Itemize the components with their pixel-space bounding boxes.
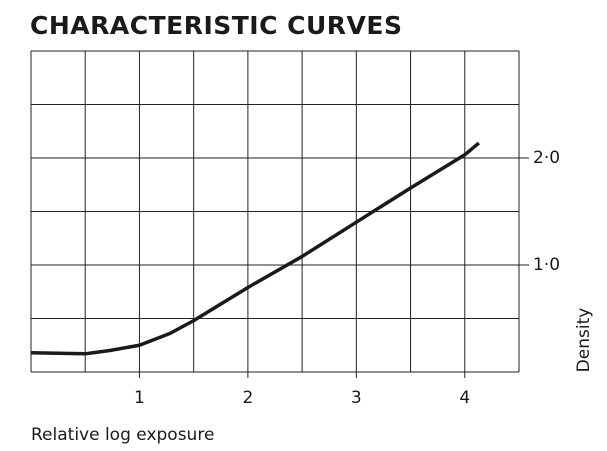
y-tick-label: 2·0 — [533, 148, 560, 168]
x-tick-label: 4 — [459, 388, 470, 408]
chart-title: CHARACTERISTIC CURVES — [30, 11, 403, 40]
y-axis-label: Density — [574, 308, 594, 373]
y-tick-label: 1·0 — [533, 255, 560, 275]
x-tick-label: 3 — [351, 388, 362, 408]
curve — [30, 141, 480, 356]
x-axis-label: Relative log exposure — [31, 425, 214, 445]
x-tick-label: 2 — [242, 388, 253, 408]
x-tick-label: 1 — [134, 388, 145, 408]
